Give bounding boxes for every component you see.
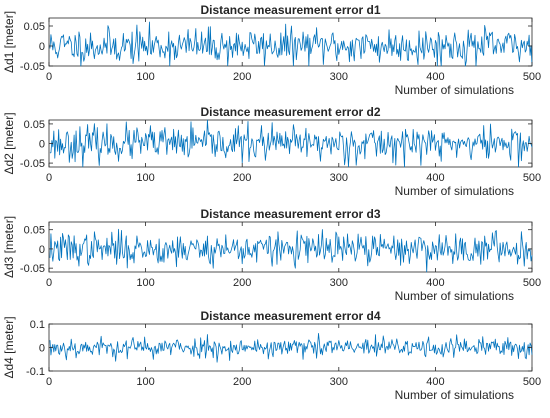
x-tick-label: 300 [330, 172, 348, 184]
x-tick-label: 100 [136, 71, 154, 83]
series-line-1 [49, 228, 533, 273]
y-tick-label: -0.05 [20, 61, 45, 73]
x-tick-label: 300 [330, 71, 348, 83]
y-tick-label: 0.05 [24, 119, 45, 131]
x-tick-label: 0 [46, 172, 52, 184]
y-tick-label: 0 [39, 244, 45, 256]
y-tick-label: 0.05 [24, 225, 45, 237]
y-tick-label: 0 [39, 41, 45, 53]
axes-box [48, 17, 533, 67]
y-tick-label: -0.05 [20, 263, 45, 275]
chart-title: Distance measurement error d3 [200, 207, 380, 221]
x-tick-label: 300 [330, 277, 348, 289]
x-tick-label: 200 [233, 277, 251, 289]
x-axis-label: Number of simulations [395, 388, 514, 402]
subplot-3: Distance measurement error d3 0 100 200 300 4… [2, 207, 541, 303]
subplot-1: Distance measurement error d1 0 100 200 300 4… [2, 3, 541, 97]
axes-box [48, 221, 533, 273]
series-line-1 [49, 21, 533, 67]
x-tick-label: 500 [523, 71, 541, 83]
y-axis-label: Δd4 [meter] [2, 316, 16, 378]
x-tick-label: 400 [426, 172, 444, 184]
y-tick-label: 0.05 [24, 21, 45, 33]
x-tick-label: 0 [46, 71, 52, 83]
x-tick-label: 500 [523, 376, 541, 388]
x-tick-label: 0 [46, 277, 52, 289]
x-tick-label: 300 [330, 376, 348, 388]
y-axis-label: Δd2 [meter] [2, 112, 16, 174]
series-line-1 [49, 332, 533, 363]
x-tick-label: 100 [136, 277, 154, 289]
x-tick-label: 100 [136, 172, 154, 184]
chart-title: Distance measurement error d4 [200, 309, 380, 323]
x-axis-label: Number of simulations [395, 289, 514, 303]
x-axis-label: Number of simulations [395, 83, 514, 97]
y-tick-label: -0.1 [26, 366, 45, 378]
y-axis-label: Δd3 [meter] [2, 216, 16, 278]
x-tick-label: 400 [426, 71, 444, 83]
x-tick-label: 400 [426, 277, 444, 289]
x-tick-label: 200 [233, 71, 251, 83]
subplot-4: Distance measurement error d4 0 100 200 300 4… [2, 309, 541, 402]
x-tick-label: 100 [136, 376, 154, 388]
x-tick-label: 400 [426, 376, 444, 388]
x-tick-label: 500 [523, 277, 541, 289]
x-tick-label: 200 [233, 376, 251, 388]
y-tick-label: 0 [39, 139, 45, 151]
y-tick-label: 0 [39, 343, 45, 355]
subplot-2: Distance measurement error d2 0 100 200 300 4… [2, 105, 541, 198]
x-axis-label: Number of simulations [395, 184, 514, 198]
chart-title: Distance measurement error d1 [200, 3, 380, 17]
series-line-1 [49, 119, 533, 168]
axes-box [48, 323, 533, 372]
x-tick-label: 200 [233, 172, 251, 184]
x-tick-label: 500 [523, 172, 541, 184]
y-tick-label: 0.1 [30, 319, 45, 331]
chart-title: Distance measurement error d2 [200, 105, 380, 119]
y-tick-label: -0.05 [20, 158, 45, 170]
y-axis-label: Δd1 [meter] [2, 11, 16, 73]
x-tick-label: 0 [46, 376, 52, 388]
